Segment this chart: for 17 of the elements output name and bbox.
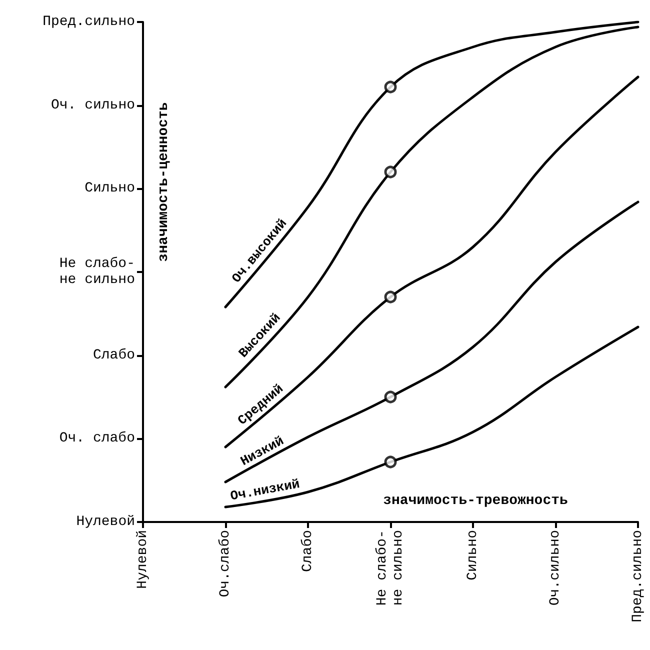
text: Не слабо- не сильно <box>59 256 135 288</box>
x-tick-label: Не слабо- не сильно <box>374 530 406 606</box>
text: Слабо <box>92 347 135 364</box>
text: Пред.сильно <box>42 14 135 30</box>
x-tick-label: Сильно <box>465 530 481 580</box>
text: Оч.низкий <box>229 476 301 504</box>
x-tick-label: Пред.сильно <box>630 530 646 622</box>
text: Оч. сильно <box>50 97 135 114</box>
text: Нулевой <box>76 514 135 530</box>
x-tick-label: Оч.сильно <box>548 530 564 606</box>
y-axis-title: значимость-ценность <box>156 102 172 262</box>
text: Оч. слабо <box>59 430 135 447</box>
x-tick-label: Оч.слабо <box>218 530 234 598</box>
x-tick-label: Слабо <box>300 530 316 572</box>
x-axis-title: значимость-тревожность <box>383 493 568 509</box>
x-tick-label: Нулевой <box>135 530 151 589</box>
text: Сильно <box>84 180 135 197</box>
